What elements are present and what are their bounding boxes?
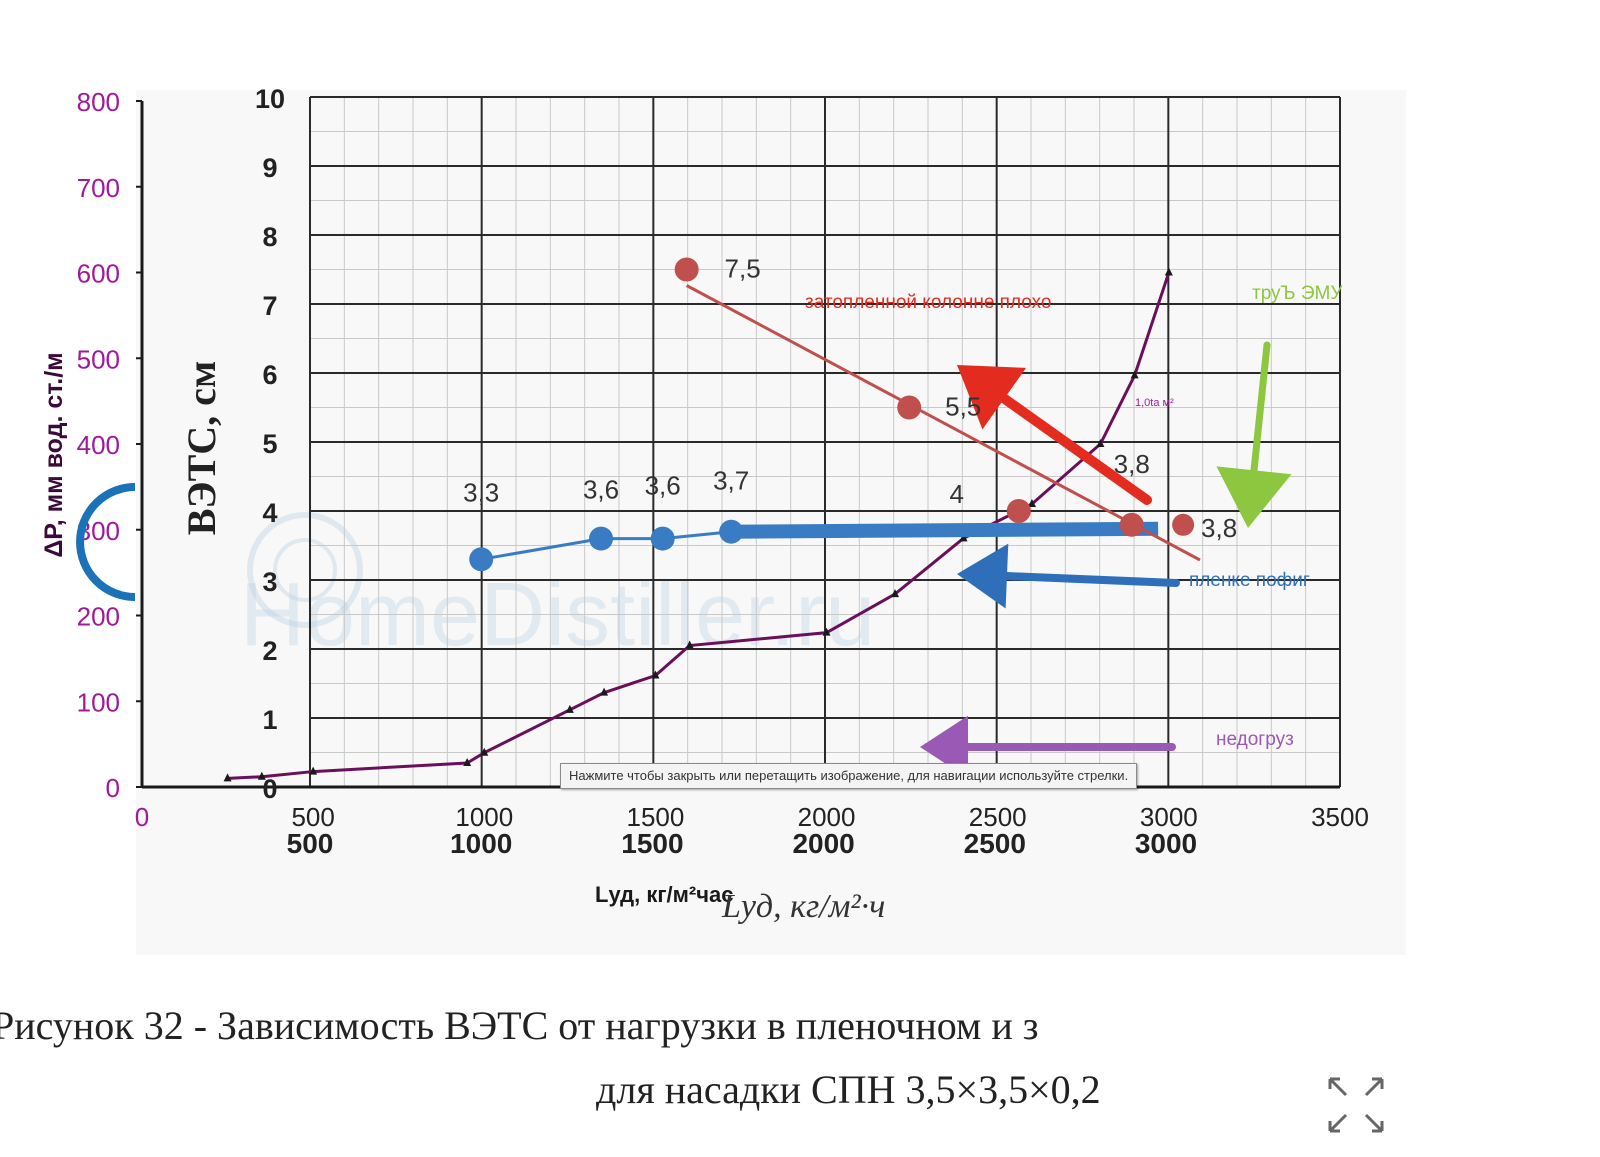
pressure-curve-point	[480, 747, 489, 756]
left-y-tick-label: 400	[77, 430, 120, 460]
red-series-point	[1172, 513, 1195, 536]
right-y-tick-label: 4	[262, 498, 277, 528]
left-x-tick-label: 0	[135, 802, 149, 832]
left-y-tick-label: 200	[77, 602, 120, 632]
pressure-curve-point	[565, 704, 574, 713]
series-layer	[223, 257, 1201, 782]
pressure-curve-point	[223, 773, 232, 782]
left-x-axis-title: Lуд, кг/м²час	[595, 882, 733, 907]
blue-series-value-label: 3,6	[645, 471, 681, 501]
red-series-value-label: 5,5	[945, 392, 981, 422]
left-y-tick-label: 800	[77, 87, 120, 117]
right-y-tick-label: 6	[262, 360, 277, 390]
purple-arrow-head	[920, 715, 968, 779]
left-x-tick-label: 2500	[969, 802, 1027, 832]
decorative-arc-icon	[76, 483, 136, 601]
left-y-tick-label: 700	[77, 173, 120, 203]
red-series-point	[897, 395, 922, 420]
right-y-tick-label: 10	[255, 84, 285, 114]
right-y-tick-label: 5	[262, 429, 277, 459]
left-y-tick-label: 0	[106, 773, 120, 803]
watermark-logo-icon	[247, 512, 363, 628]
right-x-tick-label: 2500	[964, 828, 1026, 859]
left-x-tick-label: 1000	[455, 802, 513, 832]
right-x-tick-label: 1000	[450, 828, 512, 859]
pressure-curve-point	[685, 640, 694, 649]
pressure-curve-point	[1096, 439, 1105, 447]
blue-series-value-label: 3,7	[713, 466, 749, 496]
pressure-curve-point	[1130, 370, 1139, 379]
blue-arrow-head	[957, 543, 1009, 609]
right-y-tick-label: 7	[262, 291, 277, 321]
pressure-curve-point	[463, 757, 472, 766]
right-y-tick-label: 0	[262, 774, 277, 804]
right-x-tick-label: 1500	[621, 828, 683, 859]
figure-caption-line1: Рисунок 32 - Зависимость ВЭТС от нагрузк…	[0, 1003, 1039, 1048]
right-x-tick-label: 3000	[1135, 828, 1197, 859]
left-x-tick-label: 1500	[627, 802, 685, 832]
pressure-curve-point	[600, 687, 609, 696]
right-y-axis-title: ВЭТС, см	[179, 361, 224, 535]
right-y-tick-label: 9	[262, 153, 277, 183]
figure-caption-line2: для насадки СПН 3,5×3,5×0,2	[596, 1067, 1101, 1112]
red-arrow-shaft	[999, 393, 1152, 505]
pressure-curve-point	[822, 627, 831, 636]
left-y-axis-title: ΔP, мм вод. ст./м	[40, 352, 68, 557]
annotation-label: пленке пофиг	[1189, 570, 1310, 591]
annotation-label: труЪ ЭМУ	[1252, 283, 1343, 304]
left-x-tick-label: 500	[291, 802, 334, 832]
red-series-point	[674, 257, 699, 282]
left-x-tick-label: 3000	[1140, 802, 1198, 832]
green-arrow-shaft	[1250, 341, 1271, 474]
pressure-curve-point	[309, 766, 318, 775]
blue-series-point	[719, 519, 744, 544]
pressure-curve-point	[891, 589, 900, 598]
right-x-tick-label: 500	[287, 828, 334, 859]
blue-series-line-thick	[731, 521, 1159, 539]
red-arrow-head	[957, 365, 1027, 430]
red-series-value-label: 7,5	[725, 254, 761, 284]
tooltip: Нажмите чтобы закрыть или перетащить изо…	[560, 763, 1138, 789]
left-y-tick-label: 100	[77, 687, 120, 717]
red-series-point	[1006, 499, 1031, 523]
left-y-tick-label: 600	[77, 259, 120, 289]
left-x-tick-label: 2000	[798, 802, 856, 832]
annotation-arrows	[920, 341, 1292, 779]
right-y-tick-label: 8	[262, 222, 277, 252]
blue-series-point	[650, 526, 675, 551]
annotation-label: затопленной колонне плохо	[805, 292, 1051, 313]
curve-tag-label: 1,0ta м²	[1135, 397, 1174, 409]
blue-series-value-label: 3,6	[583, 475, 619, 505]
blue-series-point	[469, 547, 494, 572]
blue-series-value-label: 3,3	[463, 477, 499, 507]
pressure-curve-line	[227, 272, 1171, 780]
expand-arrows-icon[interactable]	[1326, 1075, 1386, 1135]
pressure-curve-point	[651, 670, 660, 679]
blue-series-value-label: 3,8	[1201, 513, 1237, 543]
red-series-value-label: 4	[950, 479, 964, 509]
left-y-tick-label: 500	[77, 344, 120, 374]
pressure-curve-point	[257, 771, 266, 780]
right-x-tick-label: 2000	[792, 828, 854, 859]
grid	[309, 96, 1341, 788]
pressure-curve-point	[1164, 267, 1173, 276]
red-series-value-label: 3,8	[1114, 449, 1150, 479]
blue-series-point	[589, 526, 614, 551]
annotation-label: недогруз	[1216, 729, 1294, 750]
right-y-tick-label: 2	[262, 636, 277, 666]
left-x-tick-label: 3500	[1311, 802, 1369, 832]
pressure-curve-point	[959, 533, 968, 542]
blue-series-line	[480, 537, 602, 561]
green-arrow-head	[1216, 466, 1292, 528]
red-series-point	[1119, 512, 1144, 537]
pressure-curve-point	[1027, 499, 1036, 508]
right-y-tick-label: 1	[262, 705, 277, 735]
right-x-axis-title: Lуд, кг/м²·ч	[721, 888, 885, 925]
red-series-trend-line	[685, 284, 1201, 562]
blue-arrow-shaft	[1002, 572, 1180, 587]
right-y-tick-label: 3	[262, 567, 277, 597]
